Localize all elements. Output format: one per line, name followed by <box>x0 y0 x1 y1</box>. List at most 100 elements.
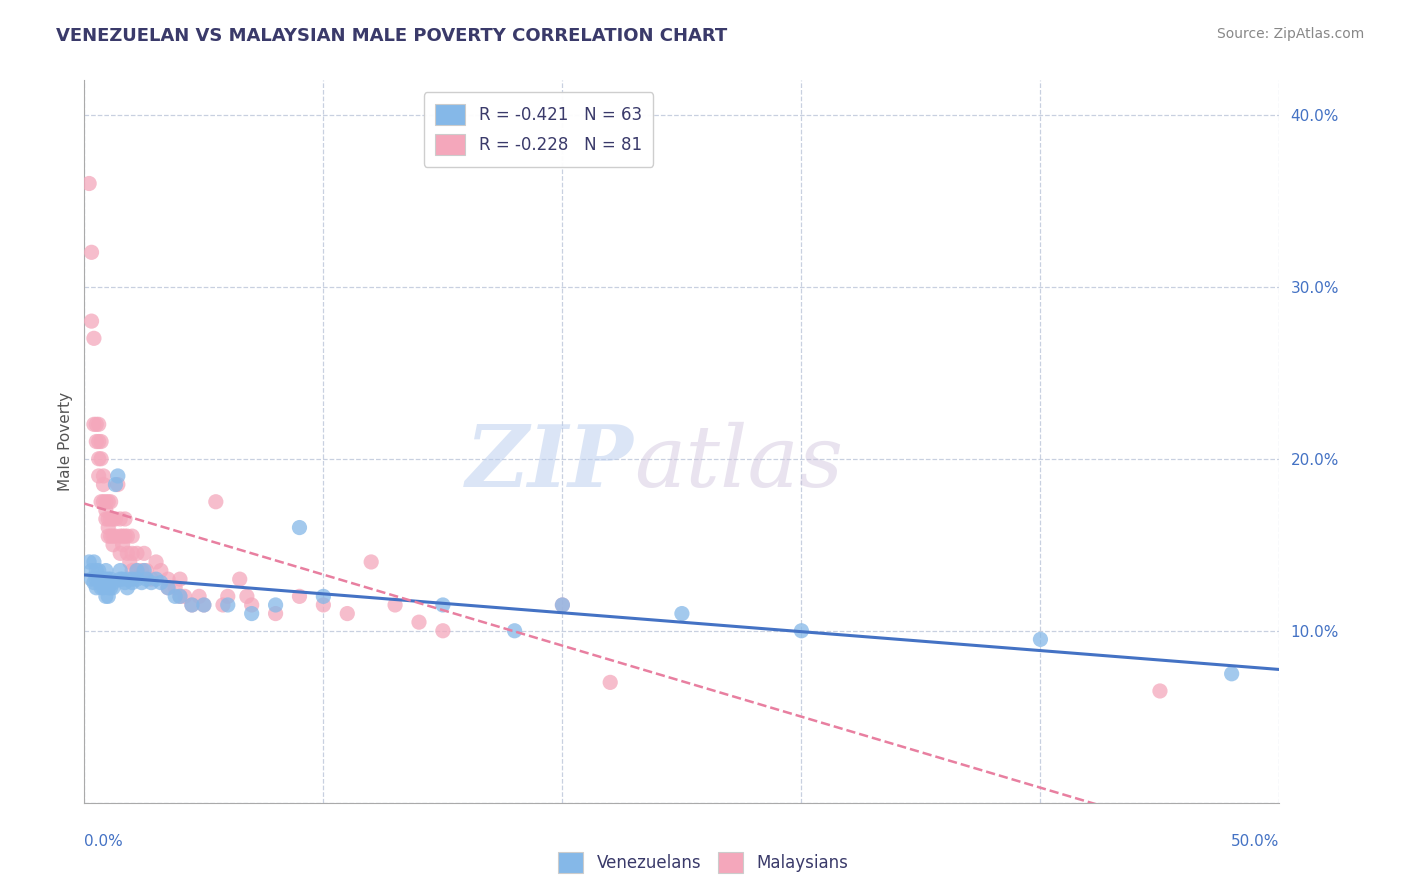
Point <box>87 469 110 483</box>
Point <box>157 581 180 595</box>
Point <box>87 451 110 466</box>
Point <box>83 417 105 432</box>
Point <box>1029 632 1052 647</box>
Point <box>93 572 115 586</box>
Point <box>599 675 621 690</box>
Point <box>336 607 359 621</box>
Point <box>111 572 134 586</box>
Point <box>86 434 108 449</box>
Point <box>93 469 115 483</box>
Legend: Venezuelans, Malaysians: Venezuelans, Malaysians <box>551 846 855 880</box>
Point <box>104 477 127 491</box>
Point <box>125 546 148 560</box>
Point <box>131 575 153 590</box>
Point <box>169 590 191 604</box>
Point <box>90 451 112 466</box>
Point <box>384 598 406 612</box>
Point <box>157 581 180 595</box>
Point <box>90 434 112 449</box>
Point <box>121 575 143 590</box>
Point <box>100 572 122 586</box>
Point <box>125 564 148 578</box>
Point <box>97 590 120 604</box>
Point <box>193 598 215 612</box>
Point <box>173 590 195 604</box>
Point <box>205 494 228 508</box>
Point <box>97 572 120 586</box>
Point <box>671 607 693 621</box>
Point <box>87 564 110 578</box>
Text: atlas: atlas <box>634 422 844 505</box>
Point <box>83 555 105 569</box>
Point <box>132 546 156 560</box>
Point <box>111 538 134 552</box>
Point <box>94 575 117 590</box>
Point <box>90 575 112 590</box>
Point <box>114 575 136 590</box>
Point <box>188 590 211 604</box>
Point <box>77 555 100 569</box>
Point <box>165 590 187 604</box>
Point <box>107 469 129 483</box>
Point <box>193 598 215 612</box>
Point <box>110 512 132 526</box>
Point <box>114 529 136 543</box>
Point <box>94 512 117 526</box>
Point <box>240 598 263 612</box>
Point <box>551 598 574 612</box>
Point <box>145 555 167 569</box>
Point <box>104 529 127 543</box>
Point <box>94 590 117 604</box>
Point <box>141 572 163 586</box>
Point <box>80 245 103 260</box>
Point <box>110 564 132 578</box>
Point <box>125 572 148 586</box>
Text: VENEZUELAN VS MALAYSIAN MALE POVERTY CORRELATION CHART: VENEZUELAN VS MALAYSIAN MALE POVERTY COR… <box>56 27 727 45</box>
Point <box>157 572 180 586</box>
Point <box>94 494 117 508</box>
Point <box>1220 666 1243 681</box>
Point <box>135 564 157 578</box>
Point <box>121 564 143 578</box>
Point <box>93 581 115 595</box>
Point <box>86 581 108 595</box>
Point <box>83 575 105 590</box>
Point <box>117 572 139 586</box>
Point <box>1149 684 1171 698</box>
Point <box>121 572 143 586</box>
Point <box>165 581 187 595</box>
Point <box>101 512 124 526</box>
Point <box>217 590 239 604</box>
Point <box>107 477 129 491</box>
Point <box>432 624 454 638</box>
Point <box>551 598 574 612</box>
Point <box>97 575 120 590</box>
Point <box>93 477 115 491</box>
Point <box>240 607 263 621</box>
Point <box>83 331 105 345</box>
Point <box>86 572 108 586</box>
Text: Source: ZipAtlas.com: Source: ZipAtlas.com <box>1216 27 1364 41</box>
Point <box>90 494 112 508</box>
Point <box>229 572 252 586</box>
Point <box>114 512 136 526</box>
Point <box>360 555 382 569</box>
Point <box>100 529 122 543</box>
Point <box>131 564 153 578</box>
Point <box>141 575 163 590</box>
Point <box>212 598 235 612</box>
Point <box>264 598 287 612</box>
Point <box>118 555 141 569</box>
Point <box>94 503 117 517</box>
Point <box>90 572 112 586</box>
Point <box>288 590 311 604</box>
Point <box>117 581 139 595</box>
Point <box>145 572 167 586</box>
Point <box>77 177 100 191</box>
Point <box>121 546 143 560</box>
Point <box>94 572 117 586</box>
Point <box>181 598 204 612</box>
Point <box>101 581 124 595</box>
Point <box>101 529 124 543</box>
Point <box>97 581 120 595</box>
